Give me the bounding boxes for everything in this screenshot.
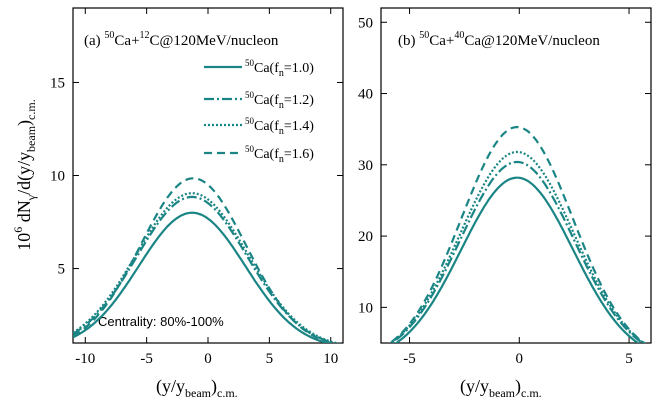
- legend-label-1: 50Ca(fn=1.0): [245, 58, 314, 79]
- y-tick-label-a-0: 5: [58, 262, 66, 278]
- series-line-a-1: [73, 195, 339, 343]
- series-line-b-0: [394, 176, 640, 343]
- x-tick-label-a-4: 10: [323, 351, 338, 367]
- chart-marks: -10 -5 0 5 10 5 10 15 -5 0 5 10 20 30 40 50: [50, 8, 651, 367]
- x-tick-label-b-2: 5: [625, 351, 633, 367]
- panel-b-title: (b) 50Ca+40Ca@120MeV/nucleon: [398, 30, 600, 49]
- y-tick-label-a-2: 15: [50, 75, 65, 91]
- series-line-a-0: [73, 211, 332, 343]
- series-line-a-3: [73, 177, 336, 343]
- x-axis-label-a: (y/ybeam)c.m.: [156, 376, 238, 400]
- y-tick-label-b-0: 10: [358, 300, 373, 316]
- y-tick-label-b-2: 30: [358, 158, 373, 174]
- y-axis-label: 106 dNγ/d(y/ybeam)c.m.: [11, 99, 38, 250]
- panel-b-frame: [380, 7, 652, 344]
- legend-label-2: 50Ca(fn=1.2): [245, 90, 314, 111]
- legend-label-4: 50Ca(fn=1.6): [245, 144, 314, 165]
- x-tick-label-a-2: 0: [204, 351, 212, 367]
- x-tick-label-a-0: -10: [75, 351, 95, 367]
- legend: 50Ca(fn=1.0) 50Ca(fn=1.2) 50Ca(fn=1.4) 5…: [204, 58, 314, 165]
- y-tick-label-b-1: 20: [358, 229, 373, 245]
- series-line-b-2: [388, 150, 646, 343]
- y-tick-label-b-3: 40: [358, 87, 373, 103]
- x-axis-label-b: (y/ybeam)c.m.: [460, 376, 542, 400]
- series-line-b-3: [388, 125, 647, 343]
- legend-label-3: 50Ca(fn=1.4): [245, 116, 314, 137]
- x-tick-label-a-1: -5: [140, 351, 153, 367]
- x-tick-label-b-1: 0: [516, 351, 524, 367]
- x-tick-label-a-3: 5: [266, 351, 274, 367]
- series-line-b-1: [389, 160, 645, 343]
- y-tick-label-a-1: 10: [50, 169, 65, 185]
- series-line-a-2: [73, 192, 341, 343]
- panel-a-title: (a) 50Ca+12C@120MeV/nucleon: [84, 30, 279, 49]
- x-tick-label-b-0: -5: [403, 351, 416, 367]
- y-tick-label-b-4: 50: [358, 15, 373, 31]
- centrality-note: Centrality: 80%-100%: [98, 314, 224, 329]
